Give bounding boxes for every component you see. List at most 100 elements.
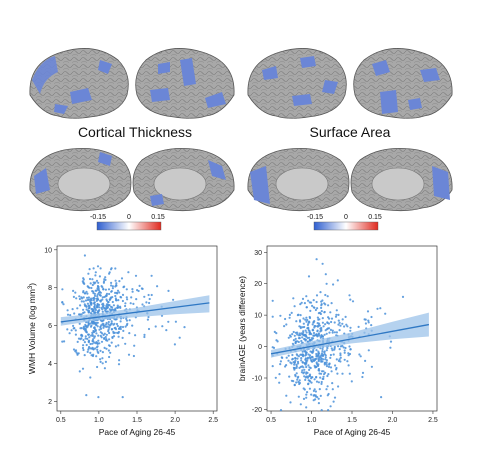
data-point — [69, 314, 72, 317]
data-point — [165, 329, 168, 332]
brain-sa-left-lateral — [247, 48, 347, 119]
data-point — [84, 337, 87, 340]
data-point — [111, 285, 114, 288]
data-point — [294, 359, 297, 362]
data-point — [304, 376, 307, 379]
data-point — [93, 303, 96, 306]
data-point — [113, 331, 116, 334]
data-point — [94, 271, 97, 274]
data-point — [118, 327, 121, 330]
data-point — [333, 345, 336, 349]
data-point — [304, 378, 307, 381]
data-point — [308, 368, 311, 371]
data-point — [298, 332, 301, 335]
data-point — [102, 304, 105, 307]
data-point — [94, 311, 97, 314]
fit-line — [270, 323, 430, 355]
data-point — [88, 336, 91, 339]
data-point — [82, 338, 85, 342]
data-point — [299, 303, 302, 306]
y-tick-label: 30 — [254, 250, 262, 257]
data-point — [315, 258, 318, 261]
data-point — [306, 371, 309, 374]
data-point — [103, 295, 106, 299]
data-point — [132, 302, 135, 305]
data-point — [98, 328, 101, 331]
data-point — [97, 351, 100, 354]
data-point — [76, 340, 79, 343]
data-point — [302, 387, 305, 390]
data-point — [341, 372, 344, 375]
data-point — [82, 277, 85, 280]
data-point — [271, 315, 274, 318]
data-point — [357, 325, 360, 328]
data-point — [99, 331, 102, 334]
data-point — [314, 308, 317, 312]
data-point — [317, 322, 321, 325]
data-point — [302, 397, 306, 400]
data-point — [109, 323, 112, 326]
data-point — [341, 318, 344, 321]
data-point — [319, 312, 322, 316]
data-point — [315, 380, 319, 383]
y-tick-label: 2 — [48, 399, 52, 406]
data-point — [92, 297, 95, 300]
data-point — [303, 325, 306, 329]
data-point — [324, 323, 327, 326]
data-point — [323, 333, 326, 336]
data-point — [91, 278, 94, 281]
data-point — [376, 307, 379, 310]
data-point — [117, 299, 120, 302]
data-point — [329, 328, 332, 331]
data-point — [83, 254, 86, 257]
data-point — [96, 265, 100, 268]
data-point — [94, 274, 97, 277]
data-point — [288, 313, 291, 316]
data-point — [331, 329, 334, 332]
data-point — [66, 309, 69, 312]
data-point — [314, 366, 317, 369]
data-point — [338, 348, 341, 351]
data-point — [307, 379, 310, 382]
data-point — [118, 280, 121, 283]
data-point — [323, 302, 326, 305]
data-point — [319, 355, 322, 358]
data-point — [80, 300, 83, 303]
data-point — [312, 389, 315, 392]
data-point — [318, 334, 321, 337]
data-point — [68, 332, 71, 335]
data-point — [363, 318, 366, 321]
data-point — [294, 373, 297, 377]
data-point — [339, 356, 342, 359]
data-point — [303, 302, 306, 305]
data-point — [348, 294, 351, 297]
data-point — [75, 351, 78, 354]
data-point — [316, 316, 319, 319]
data-point — [332, 283, 335, 286]
data-point — [320, 304, 323, 307]
data-point — [114, 326, 117, 329]
data-point — [115, 299, 118, 302]
data-point — [74, 333, 77, 336]
data-point — [86, 350, 89, 353]
data-point — [318, 369, 321, 372]
data-point — [335, 313, 338, 316]
data-point — [107, 328, 110, 331]
data-point — [91, 342, 94, 345]
data-point — [86, 337, 89, 340]
data-point — [115, 282, 118, 285]
data-point — [326, 374, 329, 378]
data-point — [77, 352, 80, 355]
data-point — [297, 355, 300, 358]
data-point — [94, 308, 97, 312]
data-point — [79, 304, 82, 307]
data-point — [311, 323, 314, 326]
data-point — [279, 409, 283, 412]
data-point — [313, 324, 316, 328]
data-point — [121, 396, 124, 399]
data-point — [132, 354, 135, 358]
data-point — [304, 318, 307, 321]
data-point — [121, 336, 124, 339]
data-point — [309, 338, 312, 342]
data-point — [301, 354, 304, 357]
